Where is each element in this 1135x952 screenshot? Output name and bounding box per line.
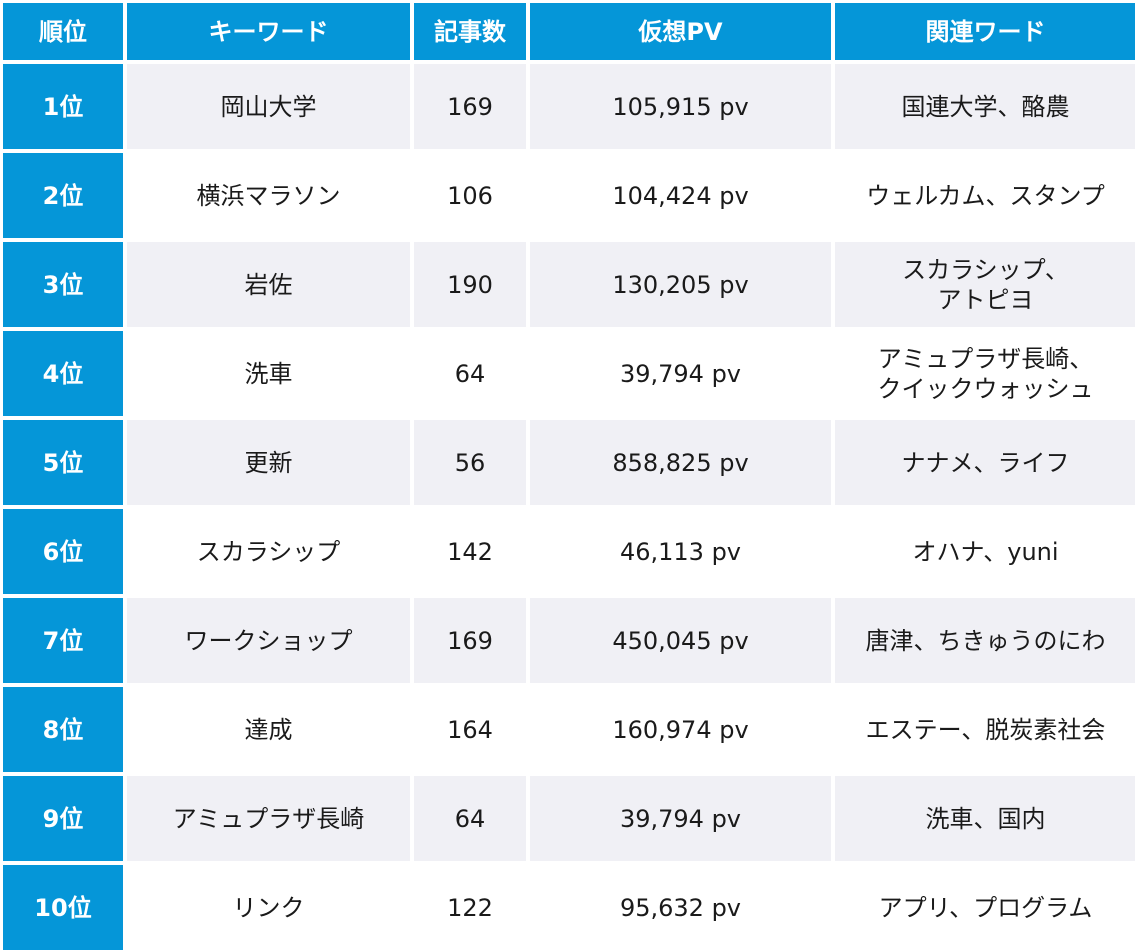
keyword-cell: 岩佐 [127, 242, 410, 327]
pv-cell: 450,045 pv [530, 598, 831, 683]
articles-cell: 164 [414, 687, 526, 772]
pv-cell: 105,915 pv [530, 64, 831, 149]
keyword-cell: 横浜マラソン [127, 153, 410, 238]
articles-cell: 190 [414, 242, 526, 327]
articles-cell: 169 [414, 64, 526, 149]
articles-cell: 64 [414, 776, 526, 861]
articles-cell: 169 [414, 598, 526, 683]
related-cell: 国連大学、酪農 [835, 64, 1135, 149]
pv-cell: 160,974 pv [530, 687, 831, 772]
header-related: 関連ワード [835, 3, 1135, 60]
keyword-cell: スカラシップ [127, 509, 410, 594]
rank-cell: 9位 [3, 776, 123, 861]
rank-cell: 4位 [3, 331, 123, 416]
pv-cell: 95,632 pv [530, 865, 831, 950]
articles-cell: 122 [414, 865, 526, 950]
articles-cell: 56 [414, 420, 526, 505]
related-cell: ウェルカム、スタンプ [835, 153, 1135, 238]
keyword-cell: 洗車 [127, 331, 410, 416]
header-articles: 記事数 [414, 3, 526, 60]
rank-cell: 2位 [3, 153, 123, 238]
related-cell: オハナ、yuni [835, 509, 1135, 594]
header-rank: 順位 [3, 3, 123, 60]
rank-cell: 8位 [3, 687, 123, 772]
keyword-cell: ワークショップ [127, 598, 410, 683]
keyword-cell: アミュプラザ長崎 [127, 776, 410, 861]
related-cell: ナナメ、ライフ [835, 420, 1135, 505]
pv-cell: 104,424 pv [530, 153, 831, 238]
related-cell: スカラシップ、 アトピヨ [835, 242, 1135, 327]
related-cell: 唐津、ちきゅうのにわ [835, 598, 1135, 683]
related-cell: 洗車、国内 [835, 776, 1135, 861]
header-pv: 仮想PV [530, 3, 831, 60]
keyword-cell: 更新 [127, 420, 410, 505]
articles-cell: 64 [414, 331, 526, 416]
rank-cell: 7位 [3, 598, 123, 683]
articles-cell: 106 [414, 153, 526, 238]
related-cell: アプリ、プログラム [835, 865, 1135, 950]
pv-cell: 39,794 pv [530, 331, 831, 416]
rank-cell: 5位 [3, 420, 123, 505]
keyword-ranking-table: 順位 キーワード 記事数 仮想PV 関連ワード 1位 岡山大学 169 105,… [3, 3, 1135, 950]
pv-cell: 39,794 pv [530, 776, 831, 861]
articles-cell: 142 [414, 509, 526, 594]
keyword-cell: 達成 [127, 687, 410, 772]
rank-cell: 1位 [3, 64, 123, 149]
header-keyword: キーワード [127, 3, 410, 60]
rank-cell: 6位 [3, 509, 123, 594]
related-cell: アミュプラザ長崎、 クイックウォッシュ [835, 331, 1135, 416]
keyword-cell: 岡山大学 [127, 64, 410, 149]
keyword-cell: リンク [127, 865, 410, 950]
rank-cell: 10位 [3, 865, 123, 950]
pv-cell: 46,113 pv [530, 509, 831, 594]
pv-cell: 130,205 pv [530, 242, 831, 327]
related-cell: エステー、脱炭素社会 [835, 687, 1135, 772]
rank-cell: 3位 [3, 242, 123, 327]
pv-cell: 858,825 pv [530, 420, 831, 505]
